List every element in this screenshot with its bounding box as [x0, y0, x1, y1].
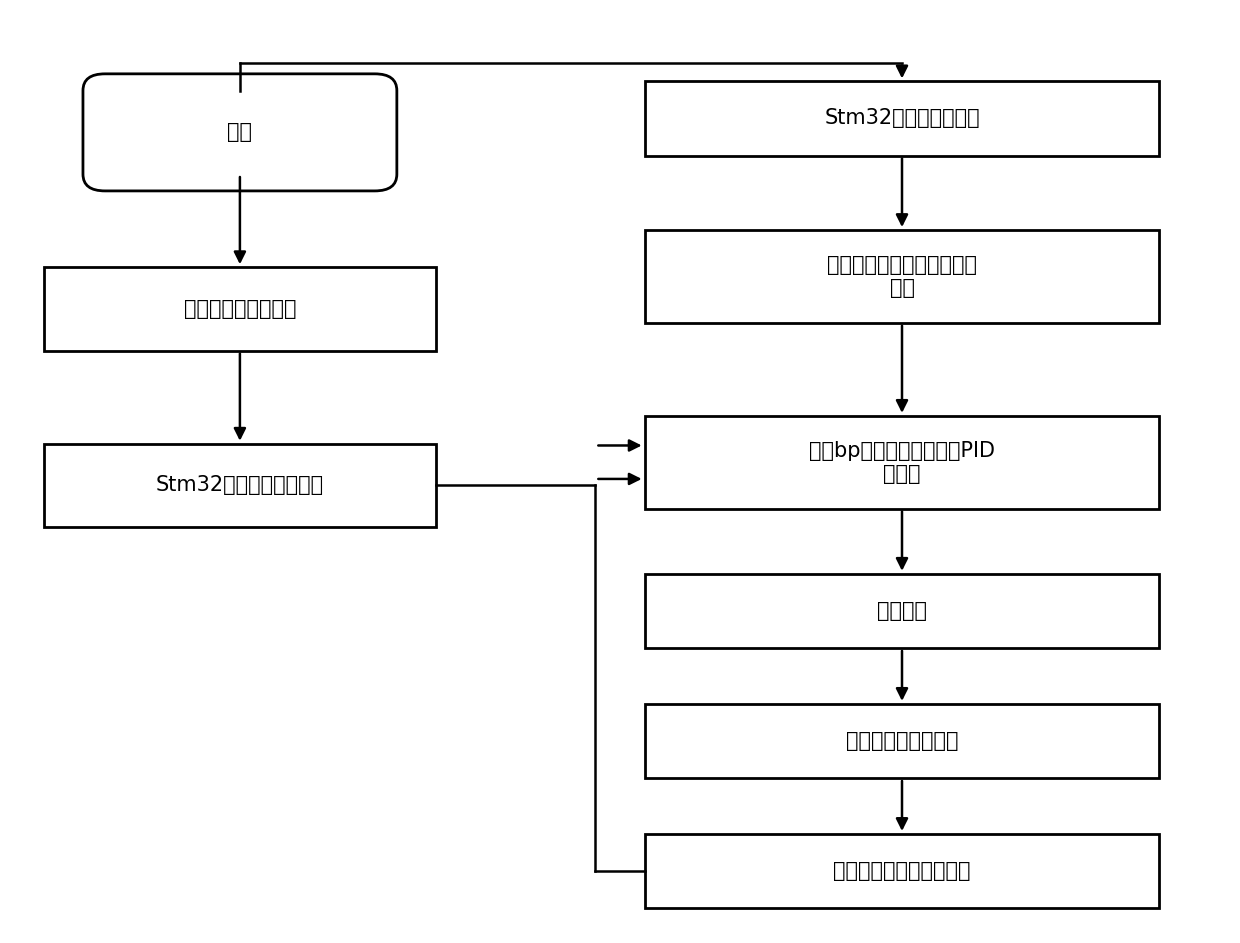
- Bar: [43, 267, 436, 351]
- Text: 上位机发布转向指令: 上位机发布转向指令: [184, 299, 296, 319]
- Bar: [43, 443, 436, 527]
- Bar: [645, 81, 1159, 156]
- Text: 蜗轮蜗杆机构运动提升驱动
机构: 蜗轮蜗杆机构运动提升驱动 机构: [827, 255, 977, 298]
- Text: Stm32确定电机旋转角度: Stm32确定电机旋转角度: [156, 475, 324, 495]
- FancyBboxPatch shape: [83, 74, 397, 190]
- Bar: [645, 703, 1159, 778]
- Text: 霍尔编码器检测速度: 霍尔编码器检测速度: [846, 731, 959, 751]
- Text: 得到误差以及误差变化率: 得到误差以及误差变化率: [833, 861, 971, 881]
- Text: 基于bp神经网络的增量式PID
控制器: 基于bp神经网络的增量式PID 控制器: [808, 440, 994, 484]
- Bar: [645, 573, 1159, 648]
- Text: 电机运行: 电机运行: [877, 601, 928, 620]
- Text: 开始: 开始: [227, 123, 253, 142]
- Text: Stm32确定各电机输出: Stm32确定各电机输出: [825, 108, 980, 128]
- Bar: [645, 230, 1159, 323]
- Bar: [645, 834, 1159, 908]
- Bar: [645, 416, 1159, 508]
